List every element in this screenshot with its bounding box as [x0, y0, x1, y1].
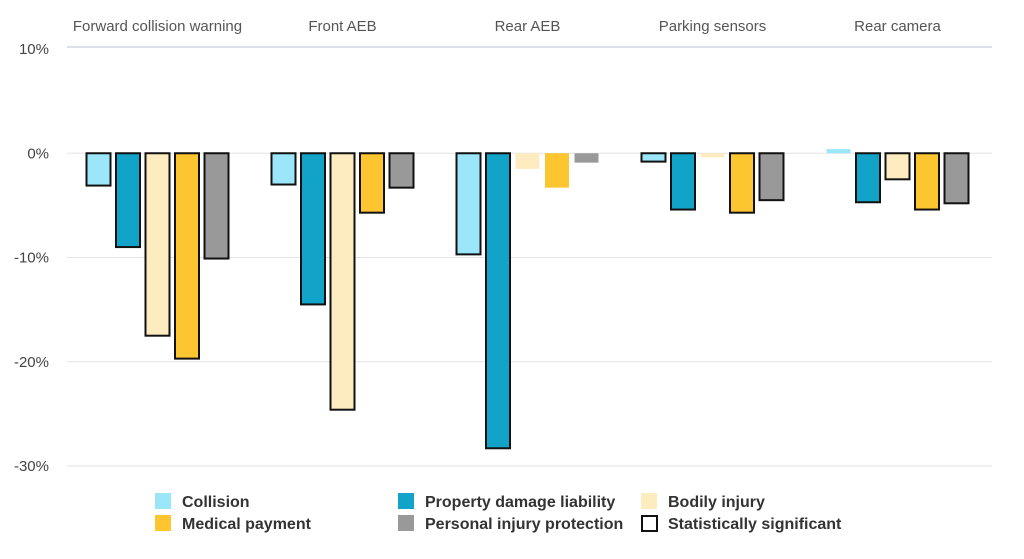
legend-label: Statistically significant — [668, 516, 842, 533]
y-tick-label: 0% — [27, 145, 49, 162]
bar — [758, 152, 785, 202]
bar — [300, 152, 326, 306]
category-label: Rear camera — [854, 18, 941, 35]
legend-swatch — [398, 493, 414, 509]
category-label: Forward collision warning — [73, 18, 242, 35]
category-label: Front AEB — [308, 18, 376, 35]
bar — [144, 152, 171, 337]
bar — [670, 152, 696, 211]
bar — [85, 152, 112, 187]
legend-label: Bodily injury — [668, 494, 765, 511]
bar — [855, 152, 881, 204]
bar — [700, 153, 725, 158]
legend-label: Medical payment — [182, 516, 312, 533]
bar — [884, 152, 911, 181]
bar — [574, 153, 599, 163]
bar — [174, 152, 200, 360]
bar — [640, 152, 667, 163]
bar — [270, 152, 297, 186]
legend-swatch — [155, 515, 171, 531]
bar — [359, 152, 385, 214]
category-label: Rear AEB — [495, 18, 561, 35]
category-label: Parking sensors — [659, 18, 767, 35]
legend-swatch — [398, 515, 414, 531]
bar — [943, 152, 970, 205]
category-labels: Forward collision warning Front AEB Rear A… — [73, 18, 942, 35]
y-tick-label: 10% — [19, 41, 49, 58]
bar — [826, 149, 851, 154]
bar — [455, 152, 482, 256]
legend-swatch — [641, 515, 658, 532]
bar — [545, 153, 569, 188]
y-tick-label: -20% — [14, 354, 49, 371]
bars — [85, 149, 970, 450]
bar — [329, 152, 356, 411]
y-axis-tick-labels: 10% 0% -10% -20% -30% — [14, 41, 49, 475]
legend: Collision Property damage liability Bodily… — [155, 493, 842, 533]
bar — [203, 152, 230, 260]
bar — [914, 152, 940, 211]
bar — [388, 152, 415, 189]
y-tick-label: -10% — [14, 250, 49, 267]
bar — [515, 153, 540, 169]
legend-label: Personal injury protection — [425, 516, 623, 533]
bar — [729, 152, 755, 214]
legend-swatch — [641, 493, 657, 509]
legend-swatch — [155, 493, 171, 509]
bar — [485, 152, 511, 450]
y-tick-label: -30% — [14, 458, 49, 475]
legend-label: Collision — [182, 494, 250, 511]
legend-label: Property damage liability — [425, 494, 615, 511]
bar — [115, 152, 141, 249]
